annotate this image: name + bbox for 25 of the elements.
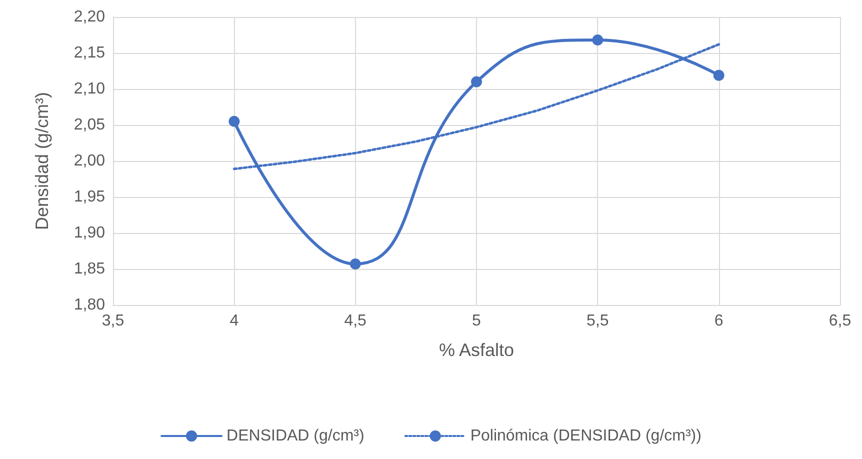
x-tick-label: 4,5 (344, 312, 367, 330)
y-tick-label: 2,00 (74, 152, 106, 170)
legend-label: DENSIDAD (g/cm³) (226, 428, 364, 444)
y-tick-label: 2,10 (74, 80, 106, 98)
x-tick-label: 3,5 (102, 312, 124, 330)
y-tick-label: 2,05 (74, 116, 106, 134)
x-tick-label: 5 (472, 312, 482, 330)
point (228, 116, 240, 127)
legend-label: Polinómica (DENSIDAD (g/cm³)) (470, 428, 702, 444)
y-tick-label: 1,95 (74, 188, 106, 206)
y-tick-label: 2,20 (74, 8, 106, 26)
x-tick-label: 4 (230, 312, 239, 330)
y-axis-title: Densidad (g/cm³) (32, 92, 52, 230)
point (350, 258, 361, 270)
x-tick-label: 6,5 (828, 312, 852, 330)
x-tick-label: 5,5 (586, 312, 609, 330)
y-tick-label: 2,15 (74, 44, 106, 62)
y-tick-label: 1,85 (74, 260, 106, 278)
x-axis-title: % Asfalto (438, 340, 514, 360)
point (713, 70, 724, 81)
point (592, 34, 604, 46)
y-tick-label: 1,80 (74, 296, 106, 314)
x-tick-label: 6 (714, 312, 724, 330)
y-tick-label: 1,90 (74, 224, 106, 242)
point (471, 76, 482, 88)
